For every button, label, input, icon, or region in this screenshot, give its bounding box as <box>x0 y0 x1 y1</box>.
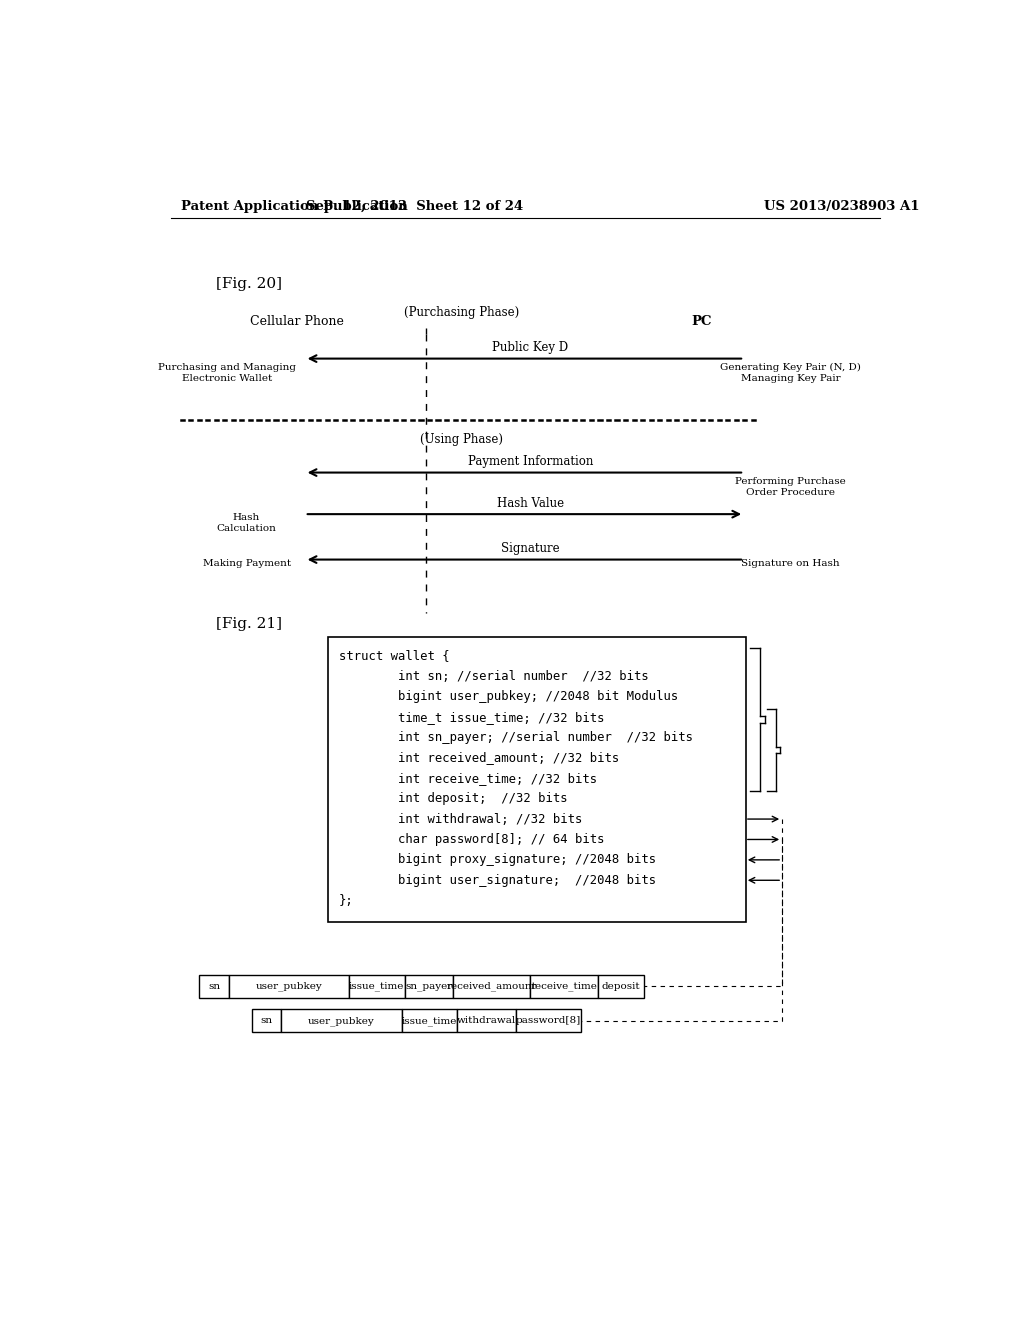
Text: Payment Information: Payment Information <box>468 455 593 469</box>
Text: int sn_payer; //serial number  //32 bits: int sn_payer; //serial number //32 bits <box>339 731 693 744</box>
Text: withdrawal: withdrawal <box>457 1016 516 1026</box>
Text: int sn; //serial number  //32 bits: int sn; //serial number //32 bits <box>339 669 648 682</box>
Text: user_pubkey: user_pubkey <box>255 981 323 991</box>
Text: sn_payer: sn_payer <box>406 982 453 990</box>
Bar <box>401 1010 458 1032</box>
Bar <box>200 974 228 998</box>
Bar <box>404 974 453 998</box>
Text: int receive_time; //32 bits: int receive_time; //32 bits <box>339 772 597 785</box>
Text: time_t issue_time; //32 bits: time_t issue_time; //32 bits <box>339 710 604 723</box>
Text: bigint user_signature;  //2048 bits: bigint user_signature; //2048 bits <box>339 874 656 887</box>
Text: Making Payment: Making Payment <box>203 558 291 568</box>
Text: Managing Key Pair: Managing Key Pair <box>740 374 841 383</box>
Bar <box>252 1010 282 1032</box>
Bar <box>228 974 349 998</box>
Text: int withdrawal; //32 bits: int withdrawal; //32 bits <box>339 813 583 825</box>
Bar <box>598 974 644 998</box>
Bar <box>349 974 404 998</box>
Text: int received_amount; //32 bits: int received_amount; //32 bits <box>339 751 620 764</box>
Text: Hash: Hash <box>232 513 260 523</box>
Text: Signature: Signature <box>501 543 559 556</box>
Text: Patent Application Publication: Patent Application Publication <box>180 199 408 213</box>
Text: int deposit;  //32 bits: int deposit; //32 bits <box>339 792 567 805</box>
Text: Public Key D: Public Key D <box>493 342 568 354</box>
Text: deposit: deposit <box>601 982 640 990</box>
Text: Electronic Wallet: Electronic Wallet <box>182 374 272 383</box>
Text: user_pubkey: user_pubkey <box>308 1016 375 1026</box>
Text: struct wallet {: struct wallet { <box>339 649 450 663</box>
Text: Order Procedure: Order Procedure <box>746 488 836 498</box>
Text: (Using Phase): (Using Phase) <box>420 433 503 446</box>
Text: (Purchasing Phase): (Purchasing Phase) <box>403 306 519 319</box>
Text: issue_time: issue_time <box>401 1016 457 1026</box>
Text: received_amount: received_amount <box>446 981 537 991</box>
Text: [Fig. 21]: [Fig. 21] <box>216 618 282 631</box>
Bar <box>282 1010 401 1032</box>
Text: [Fig. 20]: [Fig. 20] <box>216 277 282 290</box>
Text: Hash Value: Hash Value <box>497 496 564 510</box>
Text: issue_time: issue_time <box>349 981 404 991</box>
Text: US 2013/0238903 A1: US 2013/0238903 A1 <box>764 199 919 213</box>
Text: Performing Purchase: Performing Purchase <box>735 478 846 486</box>
Bar <box>453 974 530 998</box>
Text: Sep. 12, 2013  Sheet 12 of 24: Sep. 12, 2013 Sheet 12 of 24 <box>306 199 523 213</box>
Text: PC: PC <box>691 315 712 329</box>
Bar <box>458 1010 515 1032</box>
Text: Generating Key Pair (N, D): Generating Key Pair (N, D) <box>720 363 861 372</box>
Text: };: }; <box>339 894 353 907</box>
Text: sn: sn <box>208 982 220 990</box>
Text: Calculation: Calculation <box>217 524 276 533</box>
Bar <box>515 1010 582 1032</box>
Text: bigint proxy_signature; //2048 bits: bigint proxy_signature; //2048 bits <box>339 853 656 866</box>
Text: receive_time: receive_time <box>530 981 597 991</box>
Text: bigint user_pubkey; //2048 bit Modulus: bigint user_pubkey; //2048 bit Modulus <box>339 690 678 704</box>
Text: char password[8]; // 64 bits: char password[8]; // 64 bits <box>339 833 604 846</box>
Text: sn: sn <box>261 1016 272 1026</box>
Bar <box>328 638 746 923</box>
Bar <box>530 974 598 998</box>
Text: Cellular Phone: Cellular Phone <box>250 315 344 329</box>
Text: password[8]: password[8] <box>516 1016 581 1026</box>
Text: Signature on Hash: Signature on Hash <box>741 558 840 568</box>
Text: Purchasing and Managing: Purchasing and Managing <box>158 363 296 372</box>
